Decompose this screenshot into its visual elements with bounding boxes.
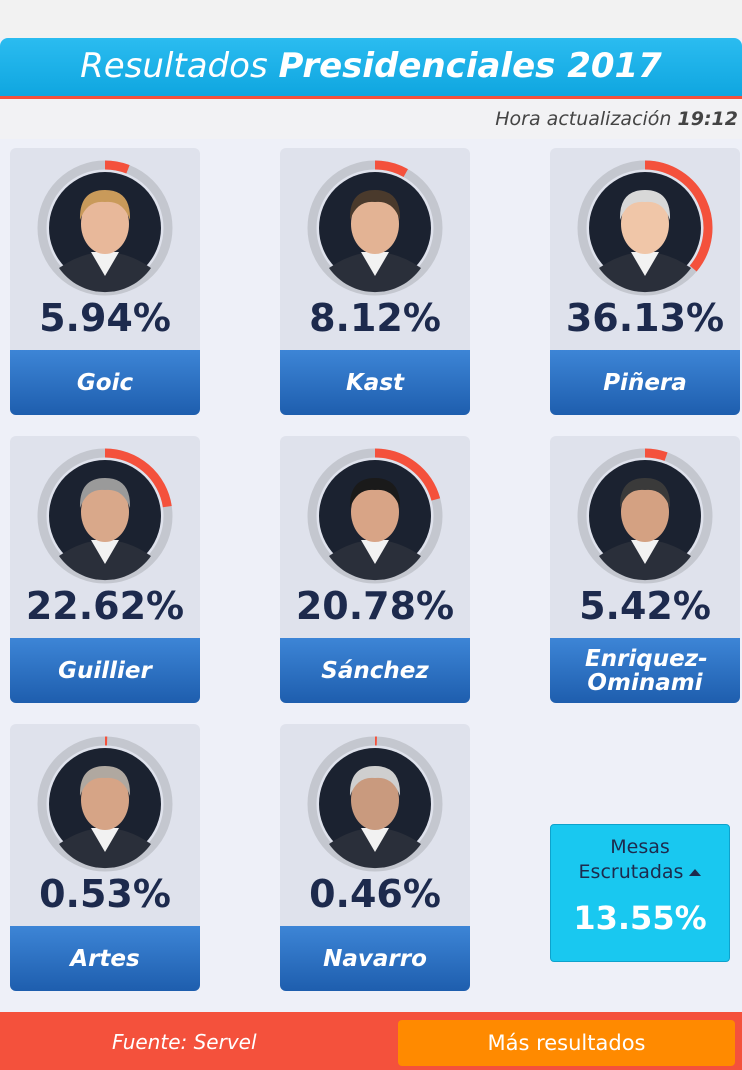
candidate-card: 20.78% Sánchez — [280, 436, 470, 703]
photo-collar — [361, 828, 389, 852]
title-prefix: Resultados — [80, 46, 268, 86]
candidate-card: 22.62% Guillier — [10, 436, 200, 703]
counted-value: 13.55% — [573, 899, 707, 937]
candidate-name: Navarro — [323, 945, 427, 972]
ring-graphic — [37, 736, 173, 872]
ring-graphic — [307, 160, 443, 296]
photo-hair — [79, 190, 131, 220]
candidate-name: Enriquez-Ominami — [585, 645, 708, 696]
title-emphasis: Presidenciales 2017 — [278, 46, 662, 86]
share-arc — [104, 160, 130, 174]
candidate-card: 0.46% Navarro — [280, 724, 470, 991]
name-band: Piñera — [550, 350, 740, 415]
name-band: Goic — [10, 350, 200, 415]
name-band: Enriquez-Ominami — [550, 638, 740, 703]
update-label: Hora actualización — [495, 108, 672, 130]
candidate-name: Artes — [70, 945, 140, 972]
ring-graphic — [307, 736, 443, 872]
share-arc — [644, 448, 668, 461]
counted-box: Mesas Escrutadas 13.55% — [550, 824, 730, 962]
name-band: Sánchez — [280, 638, 470, 703]
percentage: 0.46% — [309, 872, 441, 916]
candidate-name: Goic — [76, 369, 134, 396]
photo-collar — [91, 540, 119, 564]
share-arc — [644, 160, 713, 272]
photo-collar — [91, 828, 119, 852]
name-band: Artes — [10, 926, 200, 991]
title-bar: Resultados Presidenciales 2017 — [0, 38, 742, 99]
photo-face — [81, 194, 129, 254]
candidate-name: Sánchez — [321, 657, 429, 684]
counted-title-wrap: Mesas Escrutadas — [565, 835, 715, 885]
photo-face — [621, 482, 669, 542]
photo-collar — [361, 540, 389, 564]
photo-hair — [79, 766, 131, 796]
candidate-card: 36.13% Piñera — [550, 148, 740, 415]
photo-hair — [349, 766, 401, 796]
name-band: Kast — [280, 350, 470, 415]
source: Fuente: Servel — [112, 1030, 257, 1054]
more-results-button[interactable]: Más resultados — [398, 1020, 735, 1066]
candidate-name: Guillier — [58, 657, 152, 684]
percentage: 22.62% — [25, 584, 185, 628]
percentage: 5.42% — [579, 584, 711, 628]
photo-face — [621, 194, 669, 254]
top-strip — [0, 0, 742, 38]
photo-collar — [631, 540, 659, 564]
share-arc — [374, 448, 441, 501]
candidate-card: 5.94% Goic — [10, 148, 200, 415]
update-time: 19:12 — [677, 108, 738, 130]
candidate-card: 8.12% Kast — [280, 148, 470, 415]
percentage: 8.12% — [309, 296, 441, 340]
percentage: 36.13% — [565, 296, 725, 340]
update-bar: Hora actualización 19:12 — [0, 99, 742, 139]
photo-face — [81, 482, 129, 542]
photo-face — [81, 770, 129, 830]
photo-hair — [619, 190, 671, 220]
percentage: 0.53% — [39, 872, 171, 916]
photo-hair — [349, 190, 401, 220]
percentage: 5.94% — [39, 296, 171, 340]
candidate-name: Piñera — [603, 369, 687, 396]
photo-collar — [631, 252, 659, 276]
name-band: Guillier — [10, 638, 200, 703]
photo-face — [351, 482, 399, 542]
candidate-card: 5.42% Enriquez-Ominami — [550, 436, 740, 703]
ring-graphic — [37, 448, 173, 584]
percentage: 20.78% — [295, 584, 455, 628]
photo-hair — [79, 478, 131, 508]
photo-collar — [361, 252, 389, 276]
photo-face — [351, 770, 399, 830]
photo-face — [351, 194, 399, 254]
photo-hair — [619, 478, 671, 508]
photo-collar — [91, 252, 119, 276]
ring-graphic — [37, 160, 173, 296]
candidate-name: Kast — [345, 369, 405, 396]
footer: Fuente: Servel Más resultados — [0, 1012, 742, 1070]
name-band: Navarro — [280, 926, 470, 991]
ring-graphic — [577, 160, 713, 296]
share-arc — [374, 160, 408, 178]
candidate-card: 0.53% Artes — [10, 724, 200, 991]
photo-hair — [349, 478, 401, 508]
triangle-icon — [689, 869, 702, 876]
counted-title: Mesas Escrutadas — [578, 836, 684, 883]
ring-graphic — [577, 448, 713, 584]
share-arc — [104, 448, 172, 508]
ring-graphic — [307, 448, 443, 584]
